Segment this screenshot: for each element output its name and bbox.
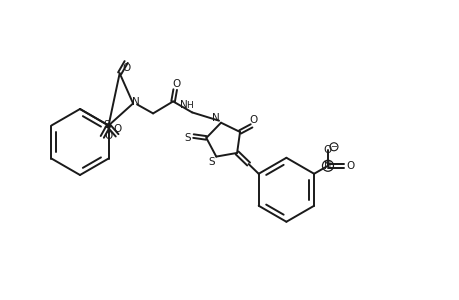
Text: N: N [132,98,140,107]
Text: O: O [122,63,130,73]
Text: H: H [185,101,192,110]
Text: S: S [184,133,190,143]
Text: N: N [212,113,219,123]
Text: O: O [323,145,331,155]
Text: O: O [104,131,112,141]
Text: N: N [324,161,331,171]
Text: S: S [103,119,110,130]
Text: O: O [249,115,257,125]
Text: O: O [172,79,180,88]
Text: −: − [330,142,337,151]
Text: O: O [346,161,354,171]
Text: S: S [207,157,214,166]
Text: O: O [113,124,121,134]
Text: N: N [180,100,188,110]
